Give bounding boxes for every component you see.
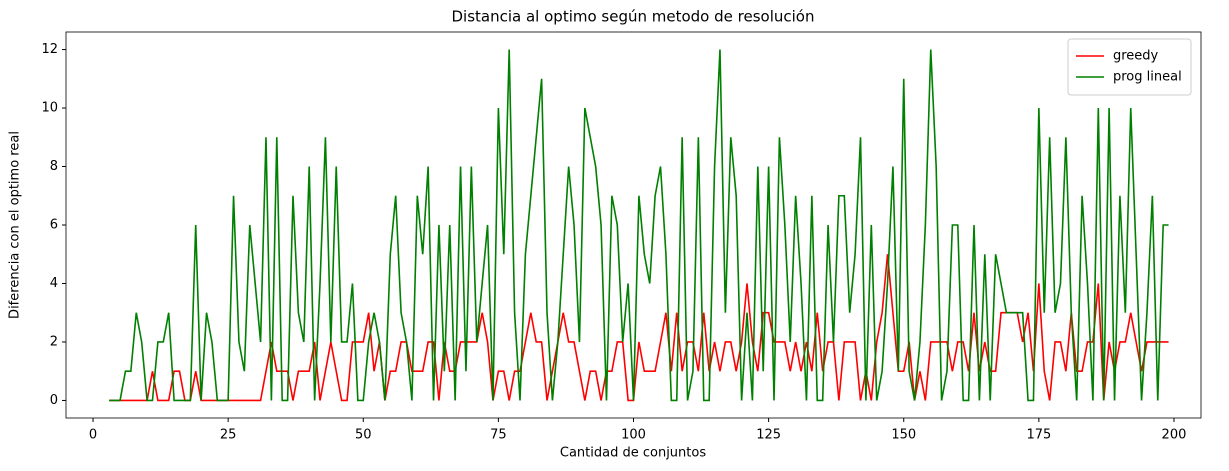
y-tick-label: 0 <box>50 393 58 408</box>
x-axis-label: Cantidad de conjuntos <box>560 446 706 461</box>
y-tick-label: 10 <box>41 101 58 116</box>
x-tick-label: 125 <box>756 428 781 443</box>
x-tick-label: 25 <box>220 428 237 443</box>
x-tick-label: 100 <box>621 428 646 443</box>
legend-label: greedy <box>1113 49 1159 64</box>
series-line <box>109 49 1169 402</box>
x-tick-label: 0 <box>89 428 97 443</box>
x-tick-label: 200 <box>1162 428 1187 443</box>
y-tick-label: 4 <box>50 276 58 291</box>
x-tick-label: 150 <box>891 428 916 443</box>
y-tick-label: 2 <box>50 334 58 349</box>
y-tick-label: 12 <box>41 42 58 57</box>
y-axis-label: Diferencia con el optimo real <box>8 131 23 319</box>
legend-box <box>1067 38 1192 96</box>
plot-frame <box>65 31 1202 419</box>
y-tick-label: 8 <box>50 159 58 174</box>
legend-label: prog lineal <box>1113 70 1182 85</box>
chart-title: Distancia al optimo según metodo de reso… <box>452 8 815 26</box>
x-tick-label: 75 <box>490 428 507 443</box>
x-tick-label: 175 <box>1026 428 1051 443</box>
y-tick-label: 6 <box>50 218 58 233</box>
x-tick-label: 50 <box>355 428 372 443</box>
